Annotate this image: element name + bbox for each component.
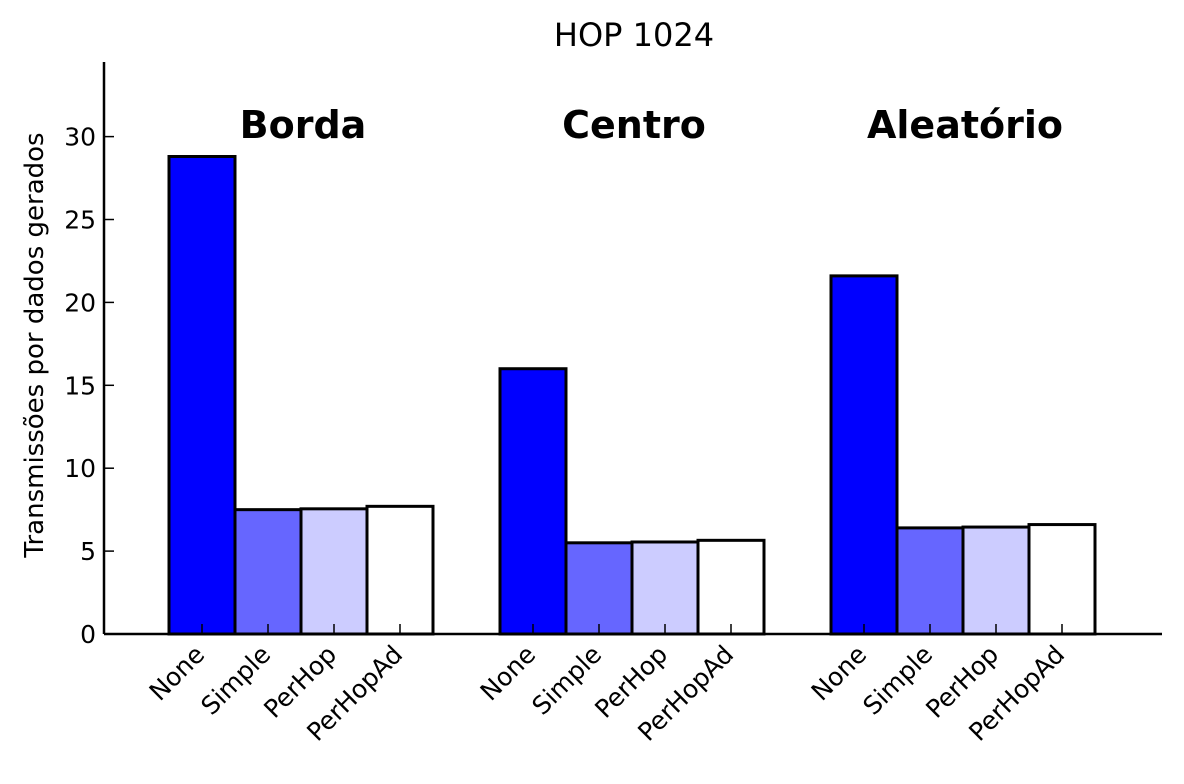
bar — [299, 507, 369, 636]
bar — [961, 525, 1031, 636]
bar — [895, 526, 965, 636]
bar — [233, 508, 303, 636]
y-tick-label: 5 — [80, 537, 96, 566]
y-ticks: 0 5 10 15 20 25 30 — [64, 123, 114, 649]
y-tick-label: 10 — [64, 454, 96, 483]
bar — [829, 274, 899, 636]
y-tick-label: 15 — [64, 371, 96, 400]
bar — [696, 538, 766, 636]
y-tick-label: 0 — [80, 620, 96, 649]
bar — [365, 504, 435, 636]
bar — [1027, 523, 1097, 636]
y-axis-label: Transmissões por dados gerados — [20, 132, 50, 558]
y-tick-label: 25 — [64, 206, 96, 235]
group-label: Centro — [562, 103, 706, 147]
bar — [167, 155, 237, 636]
bar — [630, 540, 700, 636]
chart-title: HOP 1024 — [554, 16, 714, 54]
group-label: Borda — [240, 103, 367, 147]
group-label: Aleatório — [867, 103, 1063, 147]
y-tick-label: 30 — [64, 123, 96, 152]
bars — [167, 155, 1097, 636]
y-tick-label: 20 — [64, 288, 96, 317]
category-labels: NoneSimplePerHopPerHopAdBordaNoneSimpleP… — [144, 103, 1071, 747]
bar — [564, 541, 634, 636]
bar — [498, 367, 568, 636]
